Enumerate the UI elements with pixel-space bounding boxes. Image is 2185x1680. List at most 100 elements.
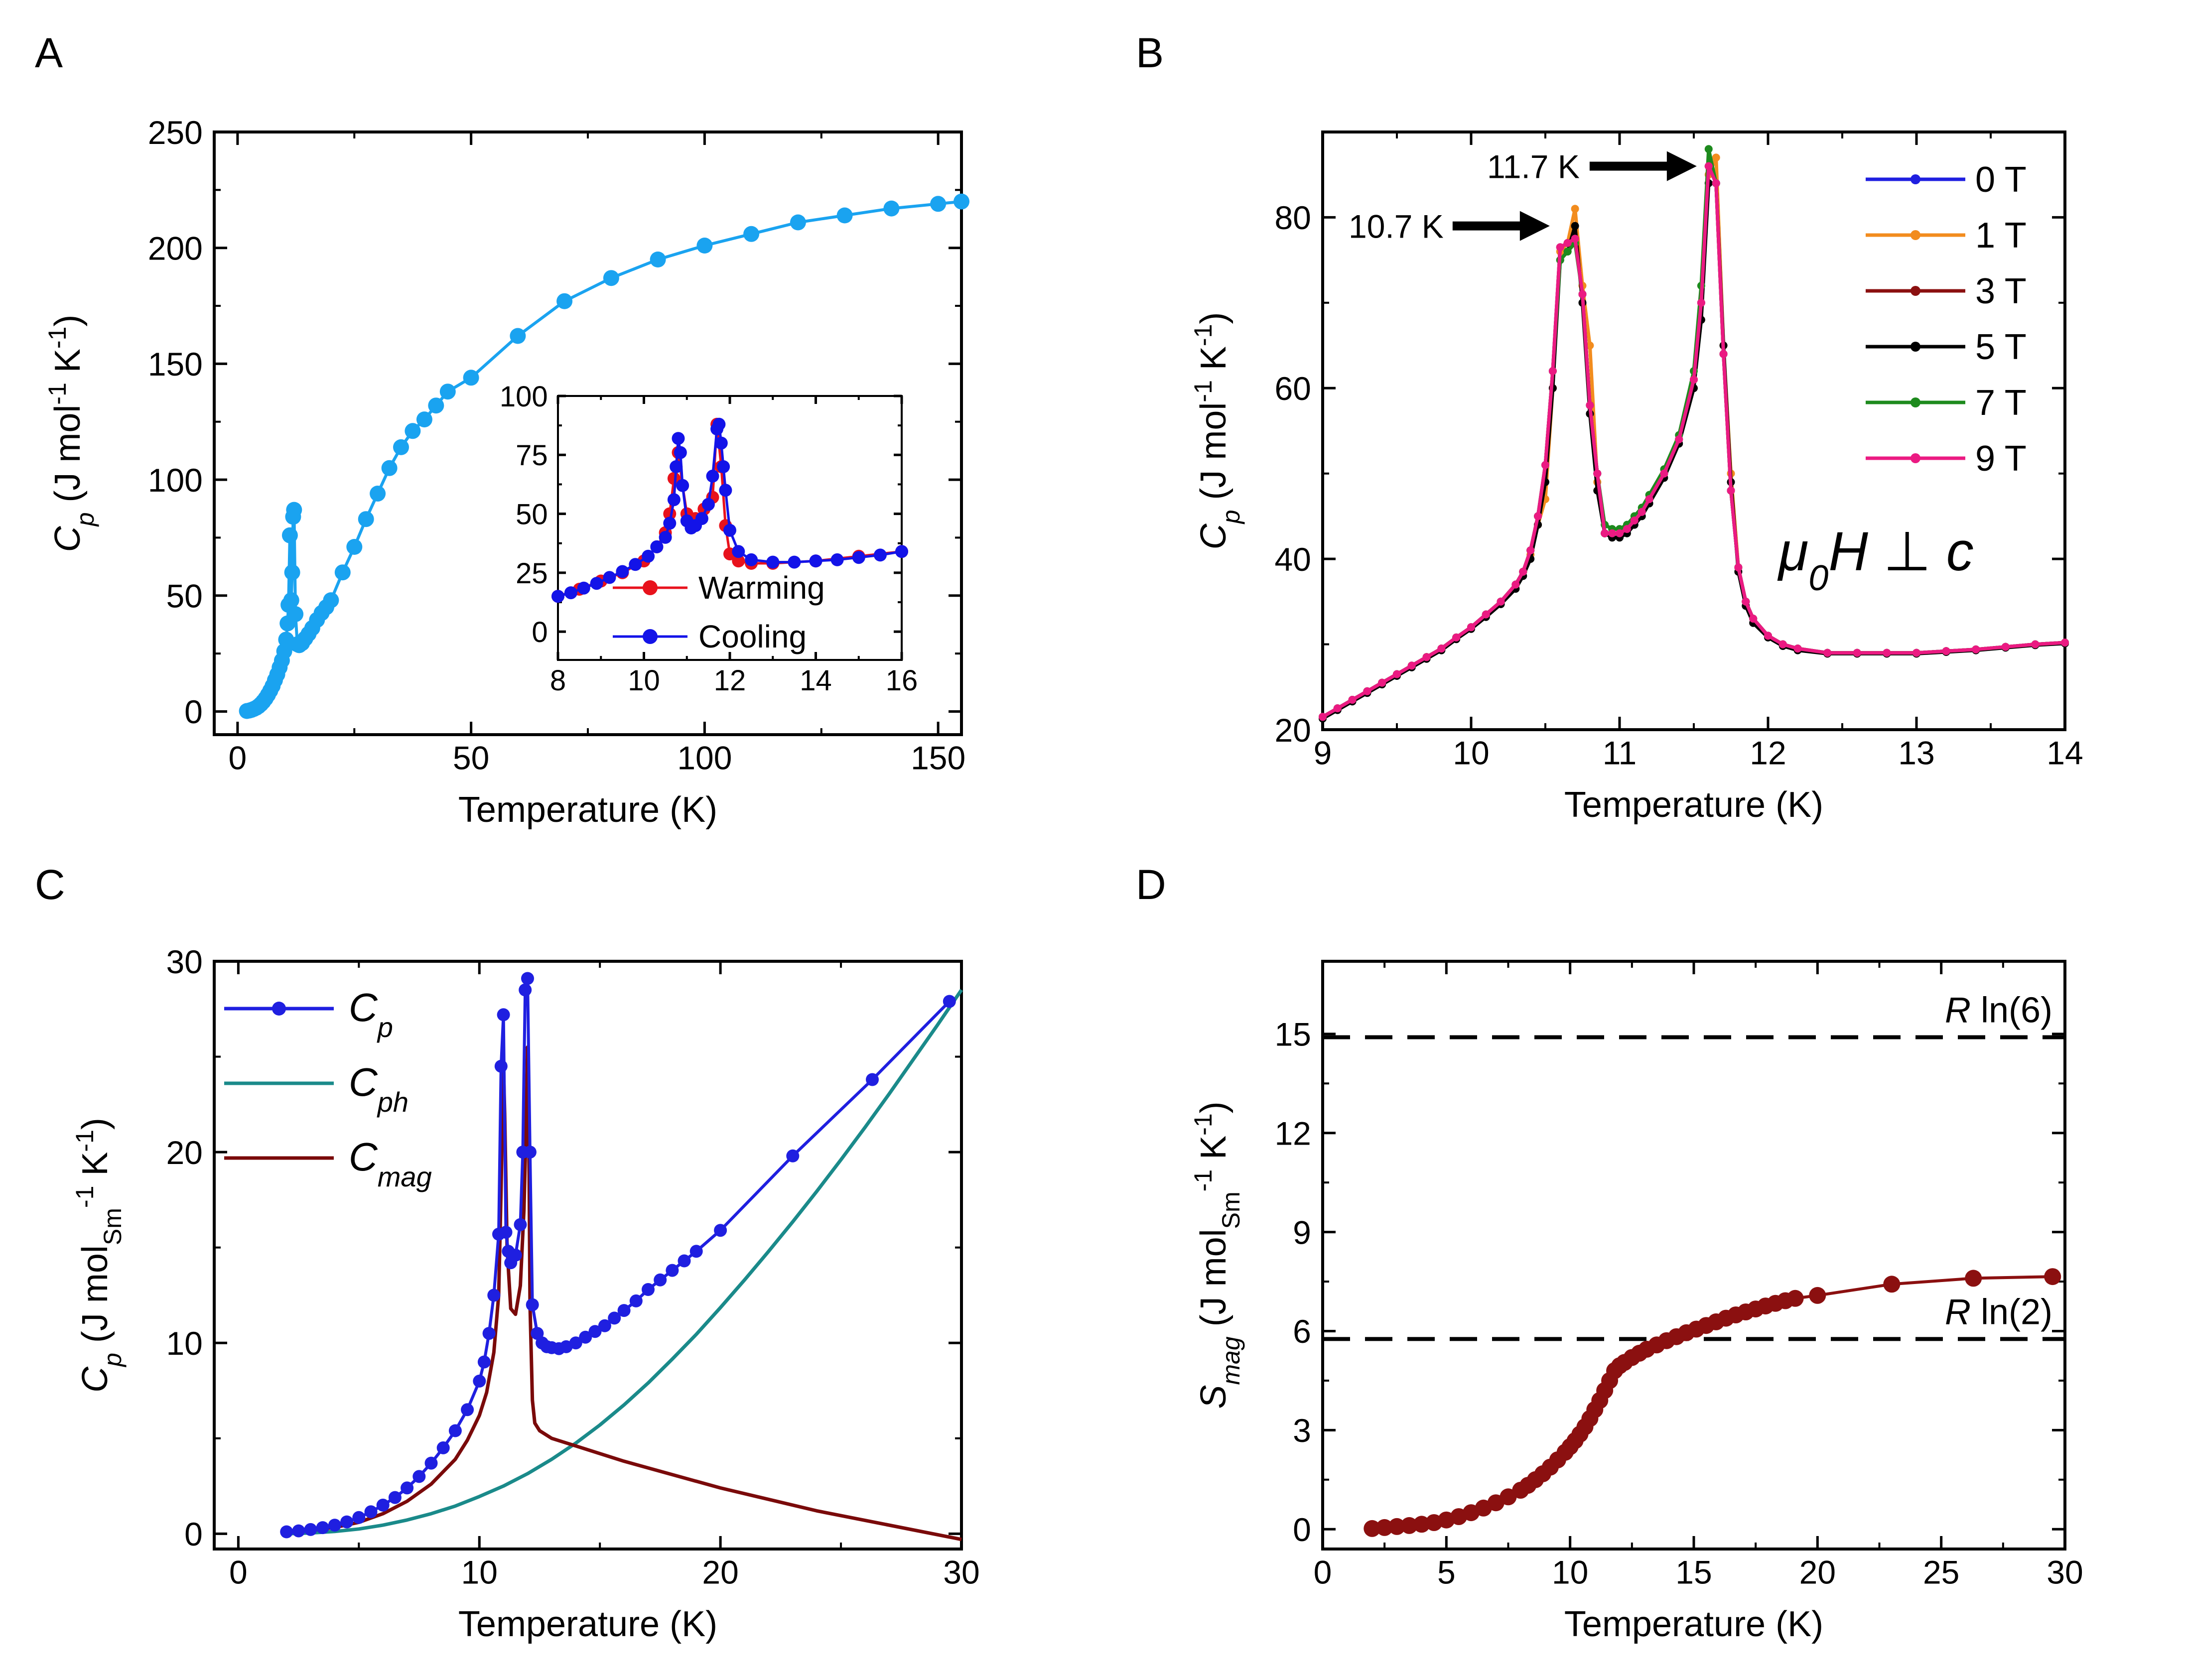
y-title-sm-subscript: Sm bbox=[99, 1208, 127, 1245]
series-9t-point bbox=[1742, 597, 1750, 606]
inset-cooling-point bbox=[564, 586, 577, 600]
series-9t-point bbox=[1942, 647, 1950, 655]
cp-point bbox=[473, 1374, 486, 1388]
series-9t-point bbox=[2001, 643, 2010, 651]
series-9t-point bbox=[1593, 469, 1602, 478]
series-9t-point bbox=[1778, 640, 1787, 648]
cp-point bbox=[598, 1319, 611, 1332]
legend-label: Cph bbox=[349, 1060, 409, 1118]
y-title-superscript: -1 bbox=[71, 1130, 99, 1152]
cp-point bbox=[388, 1491, 402, 1504]
cp-point bbox=[790, 214, 806, 231]
series-9t-point bbox=[1534, 512, 1542, 520]
y-title-units: (J mol bbox=[75, 1245, 115, 1353]
y-axis-title: Cp (J mol-1 K-1) bbox=[1189, 312, 1245, 550]
smag-point bbox=[1400, 1517, 1418, 1534]
y-title-units: (J mol bbox=[1194, 1229, 1233, 1336]
legend-label: 9 T bbox=[1975, 439, 2027, 479]
cp-point bbox=[283, 592, 299, 609]
inset-cooling-point bbox=[723, 523, 736, 537]
y-tick-label: 30 bbox=[166, 943, 202, 980]
legend-label: 7 T bbox=[1975, 383, 2027, 423]
inset-cooling-point bbox=[695, 512, 708, 525]
cph-line bbox=[286, 989, 963, 1536]
series-9t-point bbox=[1519, 567, 1527, 576]
legend-symbol: C bbox=[349, 1060, 378, 1104]
inset-cooling-point bbox=[788, 555, 801, 569]
x-tick-label: 14 bbox=[2047, 734, 2083, 771]
cp-point bbox=[461, 1403, 474, 1417]
reference-ln-text: ln(2) bbox=[1971, 1292, 2052, 1332]
y-title-subscript: p bbox=[99, 1353, 127, 1368]
series-9t-point bbox=[1883, 648, 1891, 657]
cp-point bbox=[436, 1441, 450, 1454]
series-9t-point bbox=[1793, 645, 1802, 653]
cp-point bbox=[514, 1218, 527, 1231]
inset-legend-label: Warming bbox=[698, 570, 825, 606]
series-9t-point bbox=[1578, 290, 1587, 298]
cp-point bbox=[364, 1505, 378, 1519]
y-title-superscript: -1 bbox=[71, 1186, 99, 1208]
cp-point bbox=[497, 1008, 510, 1022]
series-9t-point bbox=[1623, 525, 1631, 533]
cp-point bbox=[334, 564, 351, 581]
inset-cooling-point bbox=[701, 498, 715, 511]
y-title-symbol: C bbox=[48, 525, 88, 552]
cp-point bbox=[346, 539, 363, 555]
inset-cooling-point bbox=[659, 530, 672, 544]
inset-cooling-point bbox=[714, 436, 728, 450]
cp-point bbox=[412, 1470, 426, 1483]
legend-marker bbox=[272, 1002, 286, 1016]
y-tick-label: 0 bbox=[184, 693, 203, 730]
inset-cooling-point bbox=[650, 540, 664, 553]
y-tick-label: 75 bbox=[516, 439, 548, 472]
x-tick-label: 16 bbox=[886, 664, 918, 697]
series-9t-point bbox=[1660, 469, 1668, 478]
y-tick-label: 50 bbox=[166, 578, 202, 615]
cmag-line bbox=[286, 1045, 962, 1542]
series-9t-line bbox=[1322, 164, 2065, 719]
series-9t-point bbox=[1452, 633, 1461, 642]
series-9t-point bbox=[1437, 645, 1446, 653]
inset-cooling-point bbox=[629, 558, 642, 571]
series-1t-point bbox=[1586, 341, 1594, 350]
inset-cooling-point bbox=[672, 432, 685, 445]
x-tick-label: 10 bbox=[628, 664, 660, 697]
y-tick-label: 9 bbox=[1293, 1214, 1311, 1251]
cp-point bbox=[521, 972, 534, 985]
smag-point bbox=[2044, 1268, 2061, 1286]
x-tick-label: 20 bbox=[702, 1553, 738, 1590]
series-9t-point bbox=[1601, 529, 1609, 537]
inset-cooling-point bbox=[706, 469, 719, 483]
cp-line bbox=[286, 977, 951, 1534]
y-title-symbol: C bbox=[1194, 523, 1233, 549]
inset-cooling-point bbox=[809, 554, 822, 568]
cp-point bbox=[954, 193, 969, 210]
series-9t-point bbox=[1675, 435, 1683, 444]
cp-point bbox=[316, 1521, 329, 1535]
y-title-superscript: -1 bbox=[1189, 324, 1217, 346]
reference-r-symbol: R bbox=[1945, 990, 1971, 1030]
smag-point bbox=[1809, 1287, 1826, 1304]
legend-label: 1 T bbox=[1975, 216, 2027, 256]
cp-point bbox=[629, 1294, 643, 1307]
series-9t-point bbox=[1704, 162, 1713, 170]
y-title-units: K bbox=[1194, 346, 1233, 380]
y-tick-label: 12 bbox=[1274, 1115, 1311, 1152]
y-tick-label: 15 bbox=[1274, 1016, 1311, 1053]
cp-point bbox=[287, 606, 304, 622]
series-9t-point bbox=[1511, 580, 1520, 589]
field-mu-subscript: 0 bbox=[1808, 558, 1828, 598]
x-tick-label: 12 bbox=[1750, 734, 1786, 771]
series-9t-point bbox=[1563, 239, 1572, 247]
series-5t-point bbox=[1571, 222, 1579, 230]
cp-point bbox=[509, 1249, 522, 1262]
inset-cooling-point bbox=[590, 577, 603, 590]
y-title-superscript: -1 bbox=[1189, 1113, 1217, 1135]
y-title-superscript: -1 bbox=[43, 383, 71, 404]
cp-point bbox=[678, 1254, 691, 1268]
cp-point bbox=[292, 1524, 305, 1538]
y-axis-title: Cp (J mol-1 K-1) bbox=[43, 315, 99, 552]
cp-point bbox=[393, 439, 409, 455]
